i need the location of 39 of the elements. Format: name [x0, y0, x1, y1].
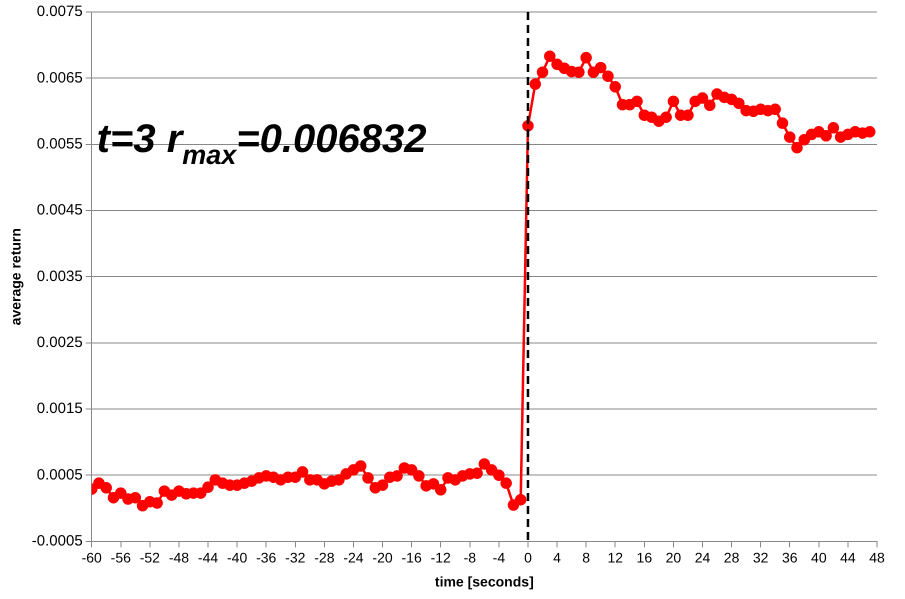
x-tick-label: 28 [724, 550, 740, 566]
x-tick-label: -24 [343, 550, 364, 566]
x-tick-label: -12 [430, 550, 452, 566]
x-tick-label: 8 [582, 550, 590, 566]
x-tick-label: -52 [140, 550, 160, 566]
y-tick-label: 0.0005 [36, 466, 83, 484]
y-tick-label: -0.0005 [32, 532, 83, 550]
x-tick-label: -20 [372, 550, 393, 566]
x-axis-title: time [seconds] [434, 573, 534, 590]
x-tick-label: -16 [402, 550, 422, 566]
x-tick-label: 32 [752, 550, 769, 566]
x-tick-label: -8 [464, 550, 476, 566]
x-tick-label: 20 [666, 550, 682, 566]
x-tick-label: -36 [256, 550, 277, 566]
x-tick-label: 36 [782, 550, 798, 566]
x-tick-label: 40 [811, 550, 827, 566]
x-tick-label: -56 [110, 550, 132, 566]
y-tick-label: 0.0065 [36, 69, 83, 86]
y-axis-title: average return [7, 228, 24, 326]
x-tick-label: -44 [198, 550, 218, 566]
x-tick-label: 16 [636, 550, 652, 566]
x-tick-label: -32 [285, 550, 306, 566]
x-tick-label: 0 [524, 550, 532, 566]
x-tick-label: 48 [869, 550, 885, 566]
x-tick-label: -4 [492, 550, 506, 566]
x-tick-label: -48 [168, 550, 190, 566]
x-tick-label: 12 [607, 550, 624, 566]
x-tick-label: 44 [840, 550, 856, 566]
y-tick-label: 0.0025 [36, 334, 83, 352]
y-tick-label: 0.0035 [36, 268, 83, 285]
x-tick-label: -60 [82, 550, 102, 566]
y-tick-label: 0.0055 [36, 135, 83, 152]
y-tick-label: 0.0045 [36, 202, 83, 219]
x-tick-label: -28 [314, 550, 335, 566]
y-tick-label: 0.0075 [36, 3, 83, 20]
x-tick-label: 4 [553, 550, 562, 566]
y-tick-label: 0.0015 [36, 400, 83, 418]
x-tick-label: 24 [694, 550, 710, 566]
x-tick-label: -40 [226, 550, 248, 566]
